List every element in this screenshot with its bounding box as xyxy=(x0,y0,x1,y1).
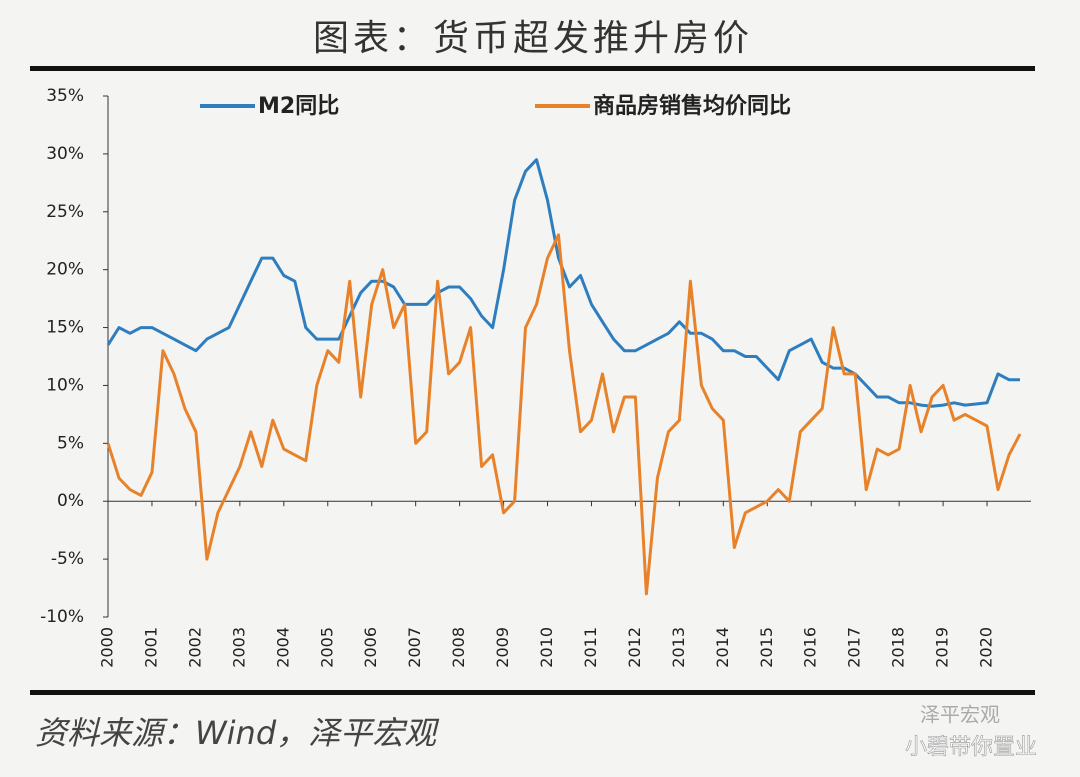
x-tick-label: 2020 xyxy=(977,627,996,668)
x-tick-label: 2018 xyxy=(889,627,908,668)
series-line xyxy=(106,233,1022,596)
y-tick-label: -5% xyxy=(51,549,84,569)
y-tick-label: 10% xyxy=(46,375,84,395)
x-tick-label: 2007 xyxy=(405,627,424,668)
x-tick-label: 2005 xyxy=(317,627,336,668)
x-tick-label: 2012 xyxy=(625,627,644,668)
x-tick-label: 2008 xyxy=(449,627,468,668)
x-tick-label: 2003 xyxy=(229,627,248,668)
account-watermark: 小碧带你置业 xyxy=(905,735,1037,760)
x-tick-label: 2004 xyxy=(273,627,292,668)
x-tick-label: 2014 xyxy=(713,627,732,668)
series-line xyxy=(106,158,1020,408)
x-tick-label: 2010 xyxy=(537,627,556,668)
x-tick-label: 2001 xyxy=(141,627,160,668)
x-tick-label: 2015 xyxy=(757,627,776,668)
x-tick-label: 2006 xyxy=(361,627,380,668)
x-tick-label: 2011 xyxy=(581,627,600,668)
y-tick-label: 20% xyxy=(46,260,84,280)
x-tick-label: 2016 xyxy=(801,627,820,668)
x-tick-label: 2000 xyxy=(98,627,117,668)
legend-label: M2同比 xyxy=(258,94,339,119)
source-note: 资料来源：Wind，泽平宏观 xyxy=(35,714,440,752)
top-rule xyxy=(30,66,1035,71)
bottom-rule xyxy=(30,690,1035,695)
y-tick-label: -10% xyxy=(40,607,84,627)
x-tick-label: 2013 xyxy=(669,627,688,668)
x-tick-label: 2002 xyxy=(185,627,204,668)
chart-title: 图表：货币超发推升房价 xyxy=(313,18,753,59)
y-tick-label: 15% xyxy=(46,318,84,338)
y-tick-label: 5% xyxy=(57,433,84,453)
x-tick-label: 2019 xyxy=(933,627,952,668)
y-tick-label: 25% xyxy=(46,202,84,222)
legend-label: 商品房销售均价同比 xyxy=(593,93,791,119)
y-tick-label: 30% xyxy=(46,144,84,164)
y-tick-label: 35% xyxy=(46,86,84,106)
y-tick-label: 0% xyxy=(57,491,84,511)
watermark: 泽平宏观 xyxy=(920,703,1000,727)
x-tick-label: 2009 xyxy=(493,627,512,668)
x-tick-label: 2017 xyxy=(845,627,864,668)
